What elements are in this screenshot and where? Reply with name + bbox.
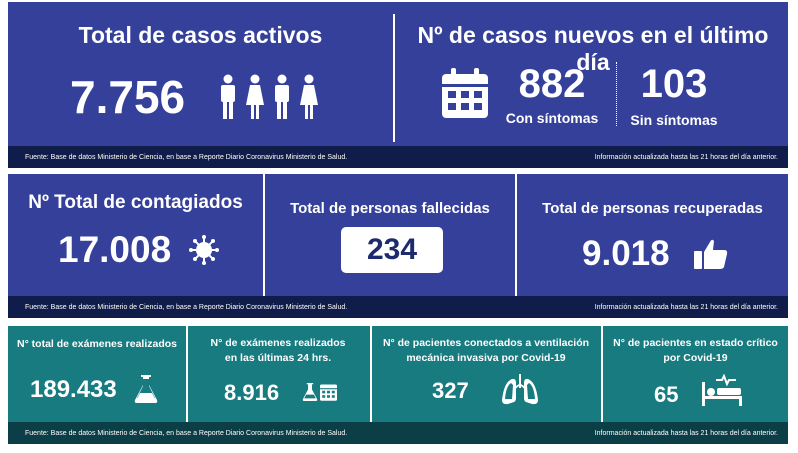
recovered-title: Total de personas recuperadas: [542, 200, 763, 217]
calendar-icon: [442, 68, 488, 118]
divider: [515, 174, 517, 296]
divider: [601, 326, 603, 422]
person-icon: [221, 74, 235, 119]
dotted-divider: [616, 62, 617, 126]
divider: [186, 326, 188, 422]
critical-title: N° de pacientes en estado crítico por Co…: [603, 336, 788, 366]
hospital-bed-icon: [702, 374, 742, 406]
ventilation-title: N° de pacientes conectados a ventilación…: [372, 336, 600, 366]
person-icon: [246, 74, 264, 119]
footer-source: Fuente: Base de datos Ministerio de Cien…: [25, 429, 348, 437]
nosymptoms-value: 103: [640, 62, 708, 106]
lungs-icon: [502, 374, 538, 405]
ventilation-title-line1: N° de pacientes conectados a ventilación: [382, 337, 590, 349]
calendar-icon: [320, 384, 337, 401]
ventilation-value: 327: [432, 378, 469, 403]
new-cases-title: Nº de casos nuevos en el último día: [417, 22, 769, 75]
exams24-value: 8.916: [224, 380, 280, 405]
divider: [393, 14, 395, 142]
totals-panel: Nº Total de contagiados 17.008 Total de …: [8, 174, 788, 318]
flask-icon: [134, 375, 158, 403]
critical-value: 65: [654, 382, 679, 407]
people-icons: [218, 74, 319, 120]
deaths-value-box: [341, 227, 443, 273]
person-icon: [275, 74, 289, 119]
active-cases-value: 7.756: [70, 71, 186, 123]
footer-update: Información actualizada hasta las 21 hor…: [594, 303, 778, 311]
exams24-title: N° de exámenes realizados en las últimas…: [188, 336, 368, 366]
footer-update: Información actualizada hasta las 21 hor…: [594, 153, 778, 161]
footer: Fuente: Base de datos Ministerio de Cien…: [8, 422, 788, 444]
virus-icon: [189, 235, 219, 265]
critical-title-line1: N° de pacientes en estado crítico: [613, 337, 778, 349]
symptoms-value: 882: [518, 62, 586, 106]
nosymptoms-label: Sin síntomas: [630, 112, 718, 128]
divider: [370, 326, 372, 422]
footer: Fuente: Base de datos Ministerio de Cien…: [8, 296, 788, 318]
exams24-title-line2: en las últimas 24 hrs.: [224, 352, 332, 364]
footer: Fuente: Base de datos Ministerio de Cien…: [8, 146, 788, 168]
footer-source: Fuente: Base de datos Ministerio de Cien…: [25, 153, 348, 161]
deaths-value: 234: [366, 233, 418, 266]
critical-title-line2: por Covid-19: [663, 352, 728, 364]
flask-icon: [302, 383, 318, 401]
infected-value: 17.008: [58, 229, 172, 270]
active-cases-panel: Total de casos activos 7.756 Nº de casos…: [8, 2, 788, 168]
footer-update: Información actualizada hasta las 21 hor…: [594, 429, 778, 437]
divider: [263, 174, 265, 296]
person-icon: [300, 74, 318, 119]
exams-title: N° total de exámenes realizados: [16, 338, 177, 350]
footer-source: Fuente: Base de datos Ministerio de Cien…: [25, 303, 348, 311]
thumbs-up-icon: [694, 239, 728, 269]
deaths-title: Total de personas fallecidas: [290, 200, 490, 217]
symptoms-label: Con síntomas: [505, 110, 599, 126]
active-cases-title: Total de casos activos: [78, 22, 323, 48]
exams-panel: N° total de exámenes realizados 189.433 …: [8, 326, 788, 444]
exams24-title-line1: N° de exámenes realizados: [210, 337, 346, 349]
infected-title: Nº Total de contagiados: [28, 192, 243, 213]
exams-value: 189.433: [30, 376, 117, 403]
ventilation-title-line2: mecánica invasiva por Covid-19: [406, 352, 566, 364]
recovered-value: 9.018: [582, 234, 670, 273]
